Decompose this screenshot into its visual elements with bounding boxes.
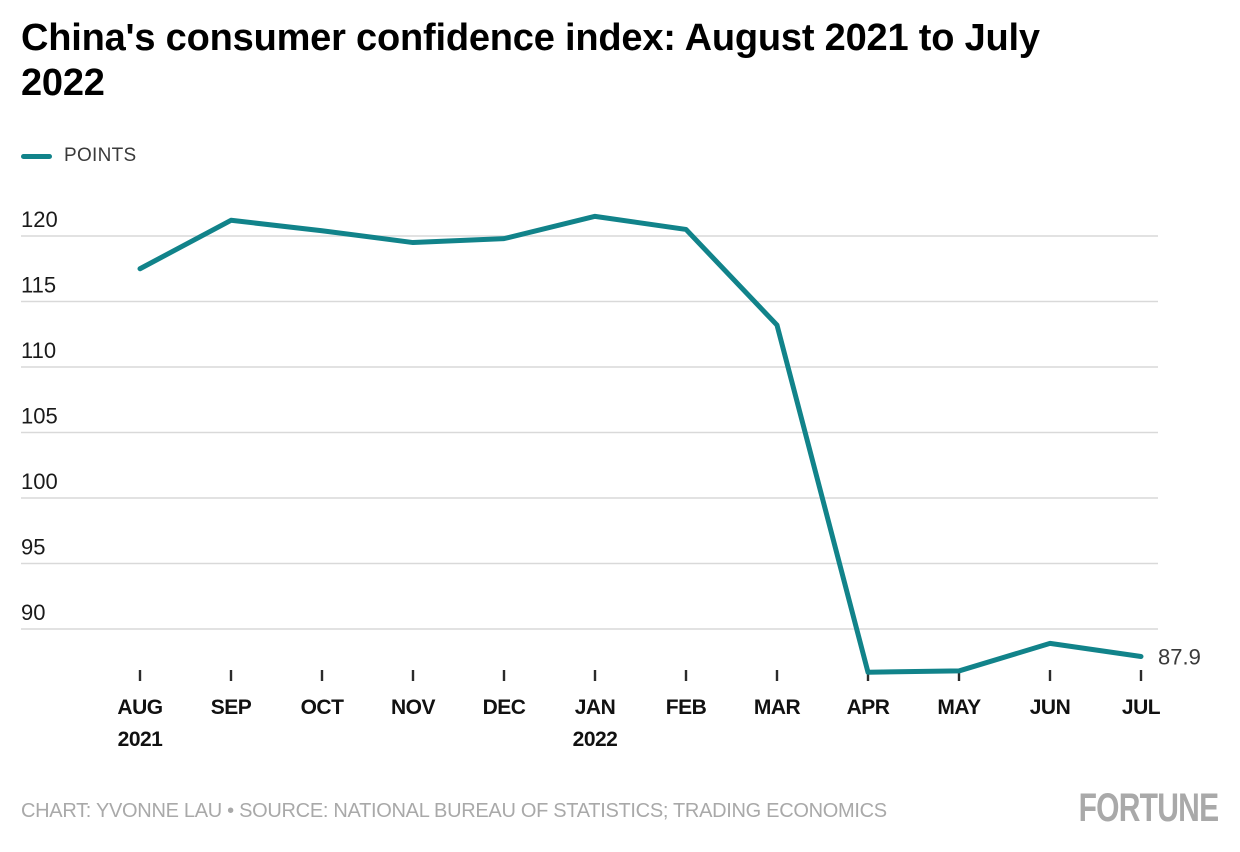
x-axis-label: MAY bbox=[937, 696, 981, 719]
legend-label: POINTS bbox=[64, 145, 137, 166]
x-axis-label: NOV bbox=[391, 696, 436, 719]
chart-title-line1: China's consumer confidence index: Augus… bbox=[21, 17, 1040, 59]
credit-line: CHART: YVONNE LAU • SOURCE: NATIONAL BUR… bbox=[21, 800, 887, 822]
y-axis-label: 120 bbox=[21, 207, 58, 232]
legend-line-swatch bbox=[21, 153, 52, 159]
x-axis-label: APR bbox=[847, 696, 890, 719]
x-axis-label: JAN bbox=[575, 696, 616, 719]
y-axis-label: 115 bbox=[21, 273, 56, 298]
y-axis-label: 90 bbox=[21, 600, 45, 625]
x-axis-label: JUN bbox=[1030, 696, 1071, 719]
x-axis-year-label: 2022 bbox=[573, 728, 618, 751]
x-axis-label: JUL bbox=[1122, 696, 1161, 719]
y-axis-label: 105 bbox=[21, 404, 58, 429]
x-axis-label: SEP bbox=[211, 696, 252, 719]
x-axis-label: OCT bbox=[301, 696, 345, 719]
y-axis-label: 100 bbox=[21, 469, 58, 494]
y-axis-label: 110 bbox=[21, 338, 56, 363]
fortune-logo: FORTUNE bbox=[1078, 786, 1218, 830]
series-line-points bbox=[137, 213, 1144, 675]
x-axis-label: DEC bbox=[483, 696, 526, 719]
x-axis-label: FEB bbox=[666, 696, 707, 719]
legend: POINTS bbox=[21, 145, 137, 167]
x-axis-year-label: 2021 bbox=[118, 728, 164, 751]
x-axis-label: AUG bbox=[117, 696, 162, 719]
x-axis-label: MAR bbox=[754, 696, 801, 719]
chart-title: China's consumer confidence index: Augus… bbox=[21, 16, 1220, 106]
end-value-label: 87.9 bbox=[1158, 645, 1201, 670]
y-axis-label: 95 bbox=[21, 535, 45, 560]
chart-title-line2: 2022 bbox=[21, 62, 105, 104]
